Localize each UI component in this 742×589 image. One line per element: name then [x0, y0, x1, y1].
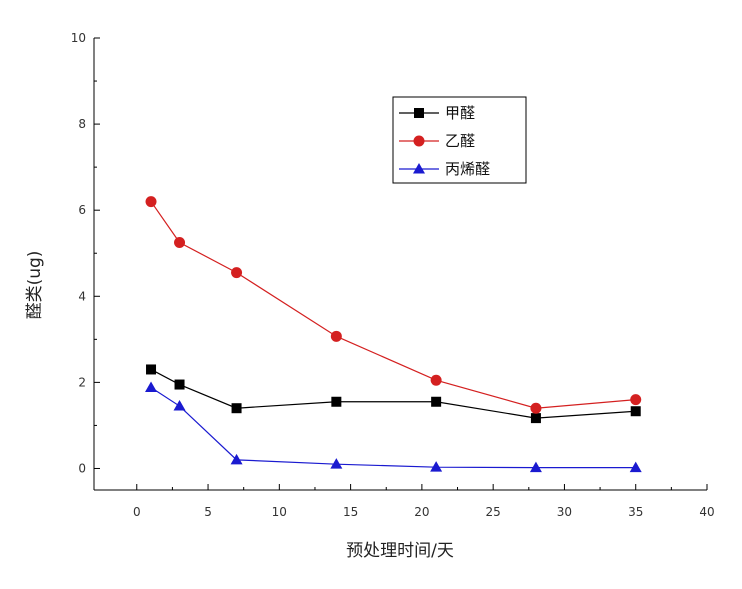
series-layer: [145, 196, 642, 473]
data-point: [174, 379, 185, 390]
data-point: [145, 196, 157, 208]
series-line: [150, 201, 636, 409]
legend-marker: [414, 108, 424, 118]
y-tick-label: 2: [78, 375, 86, 389]
data-point: [431, 396, 442, 407]
y-tick-label: 8: [78, 117, 86, 131]
x-tick-label: 25: [486, 505, 501, 519]
series-2: [145, 196, 642, 414]
data-point: [174, 236, 186, 248]
data-point: [173, 400, 186, 411]
data-point: [629, 461, 642, 473]
data-point: [145, 381, 158, 393]
data-point: [430, 461, 443, 472]
x-axis-title: 预处理时间/天: [346, 541, 454, 561]
data-point: [430, 374, 442, 386]
data-point: [530, 402, 542, 414]
x-tick-label: 15: [343, 505, 358, 519]
x-tick-label: 20: [414, 505, 429, 519]
data-point: [529, 461, 542, 473]
legend-marker: [413, 135, 425, 147]
data-point: [231, 267, 243, 279]
x-tick-label: 30: [557, 505, 572, 519]
x-tick-label: 35: [628, 505, 643, 519]
x-tick-label: 0: [133, 505, 141, 519]
series-1: [146, 364, 641, 424]
y-axis-title: 醛类(ug): [25, 251, 45, 320]
data-point: [330, 330, 342, 342]
data-point: [630, 406, 641, 417]
y-tick-label: 4: [78, 289, 86, 303]
data-point: [146, 364, 157, 375]
series-line: [150, 368, 636, 419]
series-line: [150, 387, 636, 469]
y-tick-label: 10: [71, 31, 86, 45]
data-point: [630, 394, 642, 406]
data-point: [330, 458, 343, 469]
legend-marker: [413, 163, 425, 174]
x-tick-label: 5: [204, 505, 212, 519]
legend-label: 甲醛: [445, 104, 475, 122]
y-tick-label: 0: [78, 461, 86, 475]
data-point: [331, 396, 342, 407]
data-point: [231, 403, 242, 414]
data-point: [530, 413, 541, 424]
x-tick-label: 40: [699, 505, 714, 519]
axes: 0 2 4 6 8 10 0 5 10 15 20 25 30 35 40: [71, 31, 715, 519]
data-point: [230, 453, 243, 465]
y-tick-label: 6: [78, 203, 86, 217]
x-tick-label: 10: [272, 505, 287, 519]
series-3: [145, 381, 642, 473]
legend-label: 乙醛: [445, 132, 475, 150]
legend-label: 丙烯醛: [445, 160, 490, 178]
